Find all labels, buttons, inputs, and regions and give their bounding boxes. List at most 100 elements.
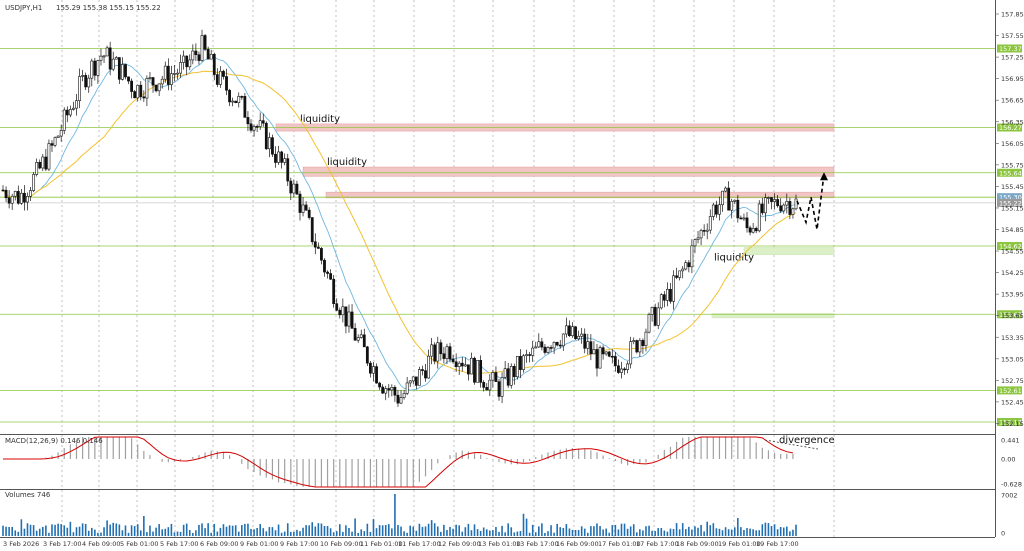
macd-tick-label: -0.628: [1001, 481, 1022, 489]
time-tick-label: 16 Feb 09:00: [556, 540, 599, 548]
candle-body: [246, 117, 250, 125]
macd-panel[interactable]: divergence MACD(12,26,9) 0.146 0.146: [3, 435, 835, 488]
time-tick-label: 19 Feb 17:00: [756, 540, 799, 548]
candle-body: [684, 262, 688, 270]
candle-body: [794, 198, 798, 210]
time-tick-label: 9 Feb 17:00: [280, 540, 319, 548]
candle-body: [436, 342, 440, 362]
candle-body: [81, 75, 85, 77]
candle-body: [117, 57, 121, 80]
candle-body: [641, 340, 645, 346]
candle-body: [166, 65, 170, 85]
candle-body: [323, 259, 326, 273]
price-level-tag-label: 157.37: [999, 45, 1022, 53]
time-tick-label: 13 Feb 01:00: [478, 540, 521, 548]
candle-body: [405, 382, 409, 394]
candle-body: [662, 294, 666, 301]
candle-body: [53, 137, 57, 146]
candle-body: [583, 333, 587, 349]
candle-body: [378, 382, 381, 388]
time-tick-label: 6 Feb 09:00: [200, 540, 239, 548]
time-tick-label: 17 Feb 17:00: [636, 540, 679, 548]
candle-body: [669, 288, 672, 302]
candle-body: [785, 201, 789, 206]
candle-body: [433, 344, 437, 362]
candle-body: [10, 195, 14, 204]
candle-body: [280, 151, 284, 163]
candle-body: [264, 122, 268, 150]
price-panel[interactable]: liquidity liquidity liquidity USDJPY,H1 15…: [0, 0, 995, 537]
candle-body: [751, 228, 755, 233]
candle-body: [577, 335, 581, 340]
candle-body: [59, 130, 63, 137]
candle-body: [522, 355, 525, 370]
time-axis[interactable]: 3 Feb 2026 3 Feb 17:00 4 Feb 09:00 5 Feb 01…: [3, 540, 799, 548]
candle-body: [102, 55, 106, 58]
macd-tick-label: 0.441: [1001, 437, 1020, 445]
candle-body: [298, 193, 302, 213]
time-tick-label: 11 Feb 01:00: [360, 540, 403, 548]
candle-body: [699, 230, 703, 239]
candle-body: [139, 84, 143, 98]
moving-averages: [2, 56, 797, 391]
candle-body: [163, 65, 167, 80]
candle-body: [650, 307, 654, 315]
candle-body: [387, 388, 391, 391]
candle-body: [335, 303, 339, 311]
candle-body: [304, 204, 308, 211]
candle-body: [448, 346, 452, 360]
candle-body: [408, 380, 412, 384]
candle-body: [390, 387, 394, 391]
candle-body: [90, 60, 94, 79]
price-tick-label: 157.85: [1001, 11, 1024, 19]
divergence-line: [764, 439, 819, 450]
time-tick-label: 10 Feb 09:00: [320, 540, 363, 548]
candle-body: [218, 70, 222, 85]
candle-body: [457, 362, 461, 367]
volume-tick-label: 0: [1001, 530, 1005, 538]
candle-body: [384, 388, 388, 394]
candle-body: [454, 361, 458, 367]
projection-arrow: [796, 172, 828, 230]
candle-body: [678, 270, 682, 278]
volume-axis: 7002 0: [1001, 492, 1018, 538]
candle-body: [418, 369, 421, 386]
candle-body: [347, 311, 351, 327]
price-tick-label: 156.05: [1001, 140, 1024, 148]
candle-body: [451, 358, 455, 363]
volume-panel[interactable]: Volumes 746: [2, 491, 797, 536]
candle-body: [598, 347, 602, 369]
candle-body: [427, 355, 430, 379]
price-tick-label: 157.55: [1001, 32, 1024, 40]
price-level-tag: [997, 44, 1022, 53]
candle-body: [531, 347, 535, 356]
candle-body: [580, 333, 584, 337]
candle-body: [586, 341, 590, 349]
zone-label: liquidity: [300, 114, 340, 125]
candle-body: [182, 55, 186, 63]
candle-body: [255, 125, 259, 128]
candle-body: [519, 356, 522, 370]
candle-body: [754, 228, 758, 232]
candle-body: [402, 393, 406, 398]
candle-body: [292, 183, 296, 194]
candle-body: [148, 77, 152, 79]
candle-body: [176, 72, 179, 75]
candle-body: [564, 325, 568, 335]
time-tick-label: 5 Feb 01:00: [120, 540, 159, 548]
candle-body: [185, 55, 189, 68]
candle-body: [647, 314, 651, 333]
price-level-tag: [997, 198, 1022, 207]
fast-moving-average: [2, 56, 797, 391]
candle-body: [316, 246, 320, 249]
candle-body: [460, 362, 464, 367]
candle-body: [552, 341, 556, 349]
candle-body: [488, 379, 492, 391]
candle-body: [179, 62, 182, 74]
candle-body: [724, 187, 727, 192]
projection-arrowhead: [820, 172, 828, 181]
candle-body: [38, 162, 42, 169]
price-level-tag-label: 152.61: [999, 387, 1022, 395]
